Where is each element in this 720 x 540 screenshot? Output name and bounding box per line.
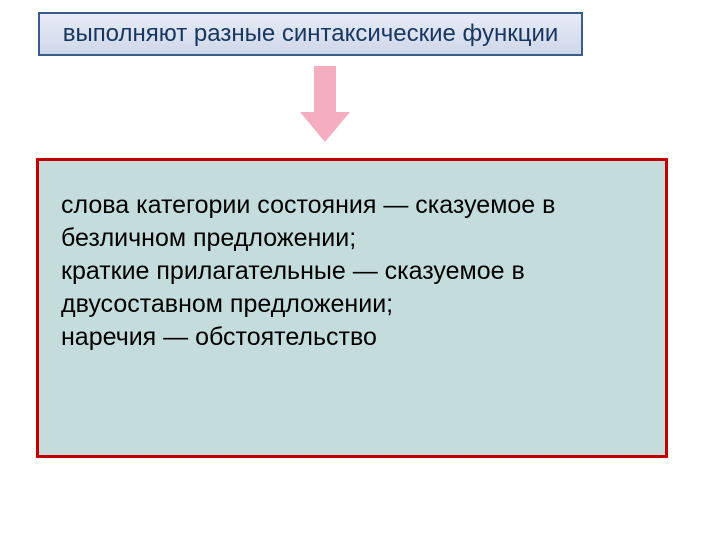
content-text: слова категории состояния — сказуемое в … <box>61 189 643 354</box>
header-text: выполняют разные синтаксические функции <box>63 20 559 48</box>
arrow-head-icon <box>300 112 350 142</box>
down-arrow <box>300 66 350 144</box>
arrow-shaft <box>314 66 336 114</box>
content-box: слова категории состояния — сказуемое в … <box>36 158 668 458</box>
header-box: выполняют разные синтаксические функции <box>38 12 583 56</box>
